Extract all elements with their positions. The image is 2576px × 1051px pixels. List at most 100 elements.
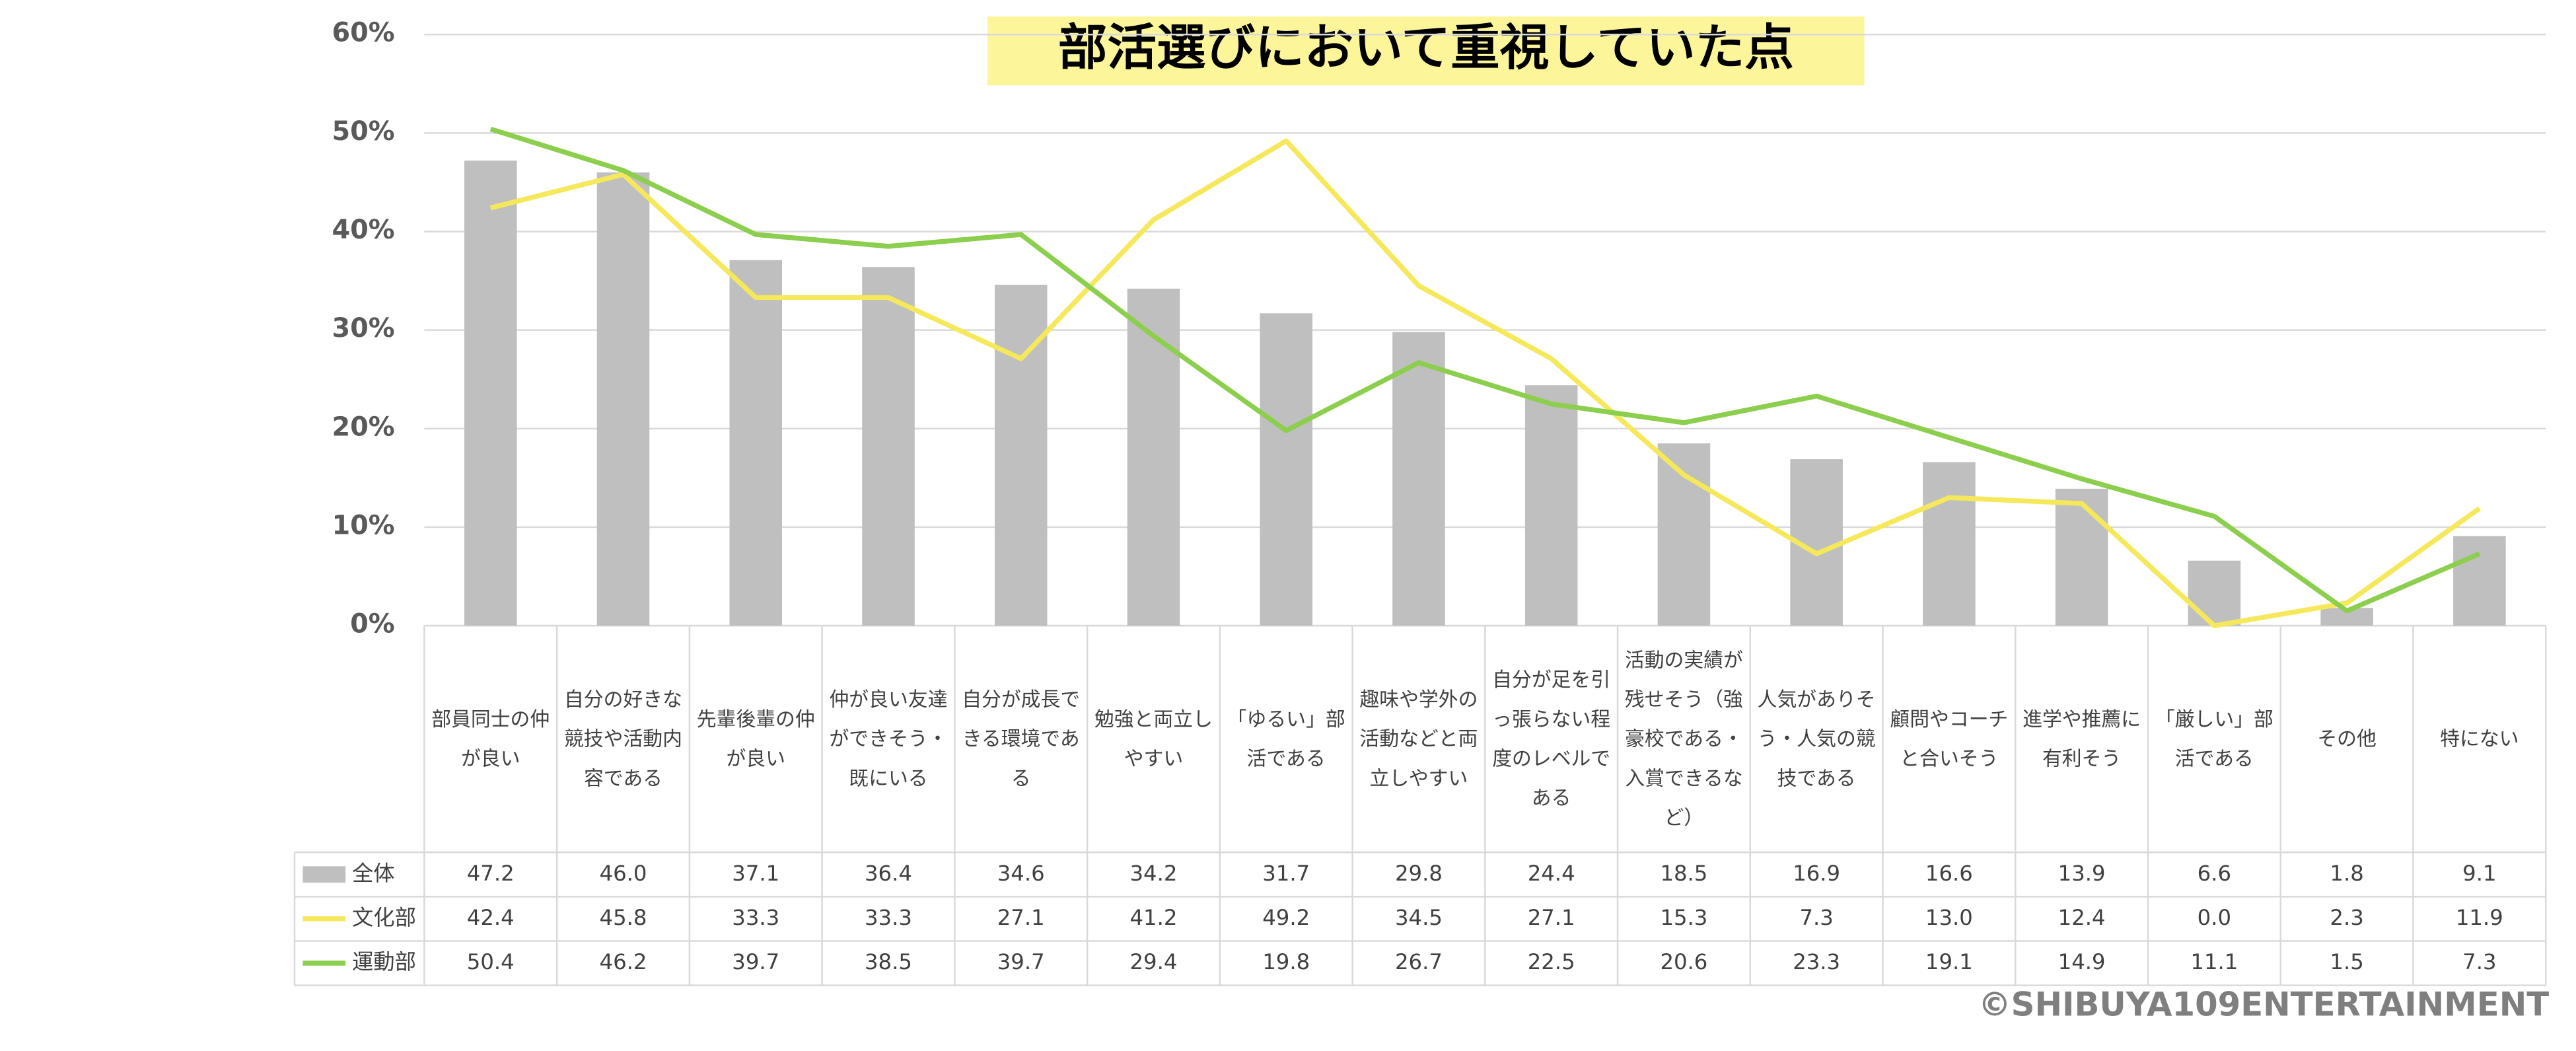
y-tick-label: 30% [332, 313, 394, 344]
chart-title: 部活選びにおいて重視していた点 [1058, 19, 1794, 77]
value-label: 24.4 [1528, 861, 1575, 886]
value-label: 34.6 [997, 861, 1045, 886]
value-label: 7.3 [2462, 949, 2496, 974]
value-label: 13.0 [1925, 905, 1973, 930]
x-tick-label: その他 [2317, 727, 2377, 751]
value-label: 33.3 [865, 905, 912, 930]
value-label: 12.4 [2058, 905, 2106, 930]
bar [1392, 332, 1445, 626]
bar [596, 172, 650, 626]
value-label: 46.2 [600, 949, 647, 974]
bar [1260, 313, 1312, 626]
x-tick-label: 仲が良い友達ができそう・既にいる [829, 688, 948, 790]
credit: ©SHIBUYA109ENTERTAINMENT [1978, 985, 2549, 1023]
category-cell: 活動の実績が残せそう（強豪校である・入賞できるなど） [1624, 648, 1743, 830]
value-label: 41.2 [1130, 905, 1178, 930]
bar [862, 267, 915, 626]
value-label: 42.4 [467, 905, 515, 930]
bar [2055, 488, 2108, 626]
category-cell: 自分が足を引っ張らない程度のレベルである [1492, 668, 1611, 810]
value-label: 33.3 [732, 905, 779, 930]
value-label: 26.7 [1395, 949, 1443, 974]
x-tick-label: 活動の実績が残せそう（強豪校である・入賞できるなど） [1624, 648, 1743, 830]
bar [729, 260, 783, 626]
value-label: 15.3 [1660, 905, 1707, 930]
y-tick-label: 0% [350, 609, 395, 639]
x-tick-label: 部員同士の仲が良い [431, 707, 550, 770]
value-label: 14.9 [2058, 949, 2106, 974]
category-cell: 趣味や学外の活動などと両立しやすい [1359, 688, 1478, 790]
value-label: 27.1 [997, 905, 1045, 930]
y-tick-label: 10% [332, 510, 394, 540]
x-tick-label: 趣味や学外の活動などと両立しやすい [1359, 688, 1478, 790]
value-label: 16.9 [1793, 861, 1840, 886]
value-label: 38.5 [865, 949, 912, 974]
value-label: 23.3 [1793, 949, 1840, 974]
category-cell: その他 [2317, 727, 2377, 751]
y-tick-label: 40% [332, 215, 394, 245]
value-label: 29.8 [1395, 861, 1443, 886]
value-label: 0.0 [2198, 905, 2231, 930]
value-label: 31.7 [1262, 861, 1310, 886]
value-label: 29.4 [1130, 949, 1178, 974]
category-cell: 仲が良い友達ができそう・既にいる [829, 688, 948, 790]
value-label: 16.6 [1925, 861, 1973, 886]
y-tick-label: 50% [332, 116, 394, 147]
value-label: 19.8 [1262, 949, 1310, 974]
category-cell: 勉強と両立しやすい [1094, 707, 1213, 770]
value-label: 50.4 [467, 949, 515, 974]
x-tick-label: 「ゆるい」部活である [1227, 707, 1345, 770]
bar [1127, 289, 1180, 626]
category-cell: 部員同士の仲が良い [431, 707, 550, 770]
x-tick-label: 顧問やコーチと合いそう [1890, 707, 2009, 770]
x-tick-label: 自分の好きな競技や活動内容である [563, 688, 682, 790]
value-label: 2.3 [2330, 905, 2363, 930]
value-label: 1.5 [2330, 949, 2363, 974]
value-label: 1.8 [2330, 861, 2363, 886]
category-cell: 進学や推薦に有利そう [2022, 707, 2141, 770]
value-label: 36.4 [865, 861, 912, 886]
bar [464, 161, 517, 626]
value-label: 13.9 [2058, 861, 2106, 886]
value-label: 46.0 [600, 861, 647, 886]
category-cell: 人気がありそう・人気の競技である [1757, 688, 1876, 790]
x-tick-label: 「厳しい」部活である [2155, 707, 2273, 770]
category-cell: 先輩後輩の仲が良い [697, 707, 815, 770]
value-label: 22.5 [1528, 949, 1575, 974]
value-label: 34.5 [1395, 905, 1443, 930]
bar [1923, 462, 1976, 626]
value-label: 19.1 [1925, 949, 1973, 974]
bar [2188, 560, 2241, 626]
legend-label: 運動部 [352, 949, 416, 974]
value-label: 27.1 [1528, 905, 1575, 930]
x-tick-label: 特にない [2440, 727, 2519, 751]
value-label: 11.9 [2456, 905, 2503, 930]
x-tick-label: 勉強と両立しやすい [1094, 707, 1213, 770]
line [489, 126, 2481, 614]
value-label: 39.7 [732, 949, 779, 974]
category-cell: 自分が成長できる環境である [962, 688, 1080, 790]
category-cell: 「ゆるい」部活である [1227, 707, 1345, 770]
value-label: 6.6 [2198, 861, 2231, 886]
value-label: 39.7 [997, 949, 1045, 974]
value-label: 34.2 [1130, 861, 1178, 886]
value-label: 11.1 [2190, 949, 2238, 974]
value-label: 45.8 [600, 905, 647, 930]
category-cell: 自分の好きな競技や活動内容である [563, 688, 682, 790]
bar [2453, 536, 2506, 626]
value-label: 20.6 [1660, 949, 1707, 974]
bar [1657, 443, 1711, 626]
title-background [987, 16, 1865, 86]
line [489, 138, 2482, 628]
x-tick-label: 自分が足を引っ張らない程度のレベルである [1492, 668, 1611, 810]
value-label: 49.2 [1262, 905, 1310, 930]
legend-swatch [303, 866, 346, 883]
y-tick-label: 60% [332, 18, 394, 48]
value-label: 7.3 [1799, 905, 1833, 930]
value-label: 9.1 [2462, 861, 2496, 886]
value-label: 18.5 [1660, 861, 1707, 886]
category-cell: 特にない [2440, 727, 2519, 751]
category-cell: 顧問やコーチと合いそう [1890, 707, 2009, 770]
x-tick-label: 人気がありそう・人気の競技である [1757, 688, 1876, 790]
